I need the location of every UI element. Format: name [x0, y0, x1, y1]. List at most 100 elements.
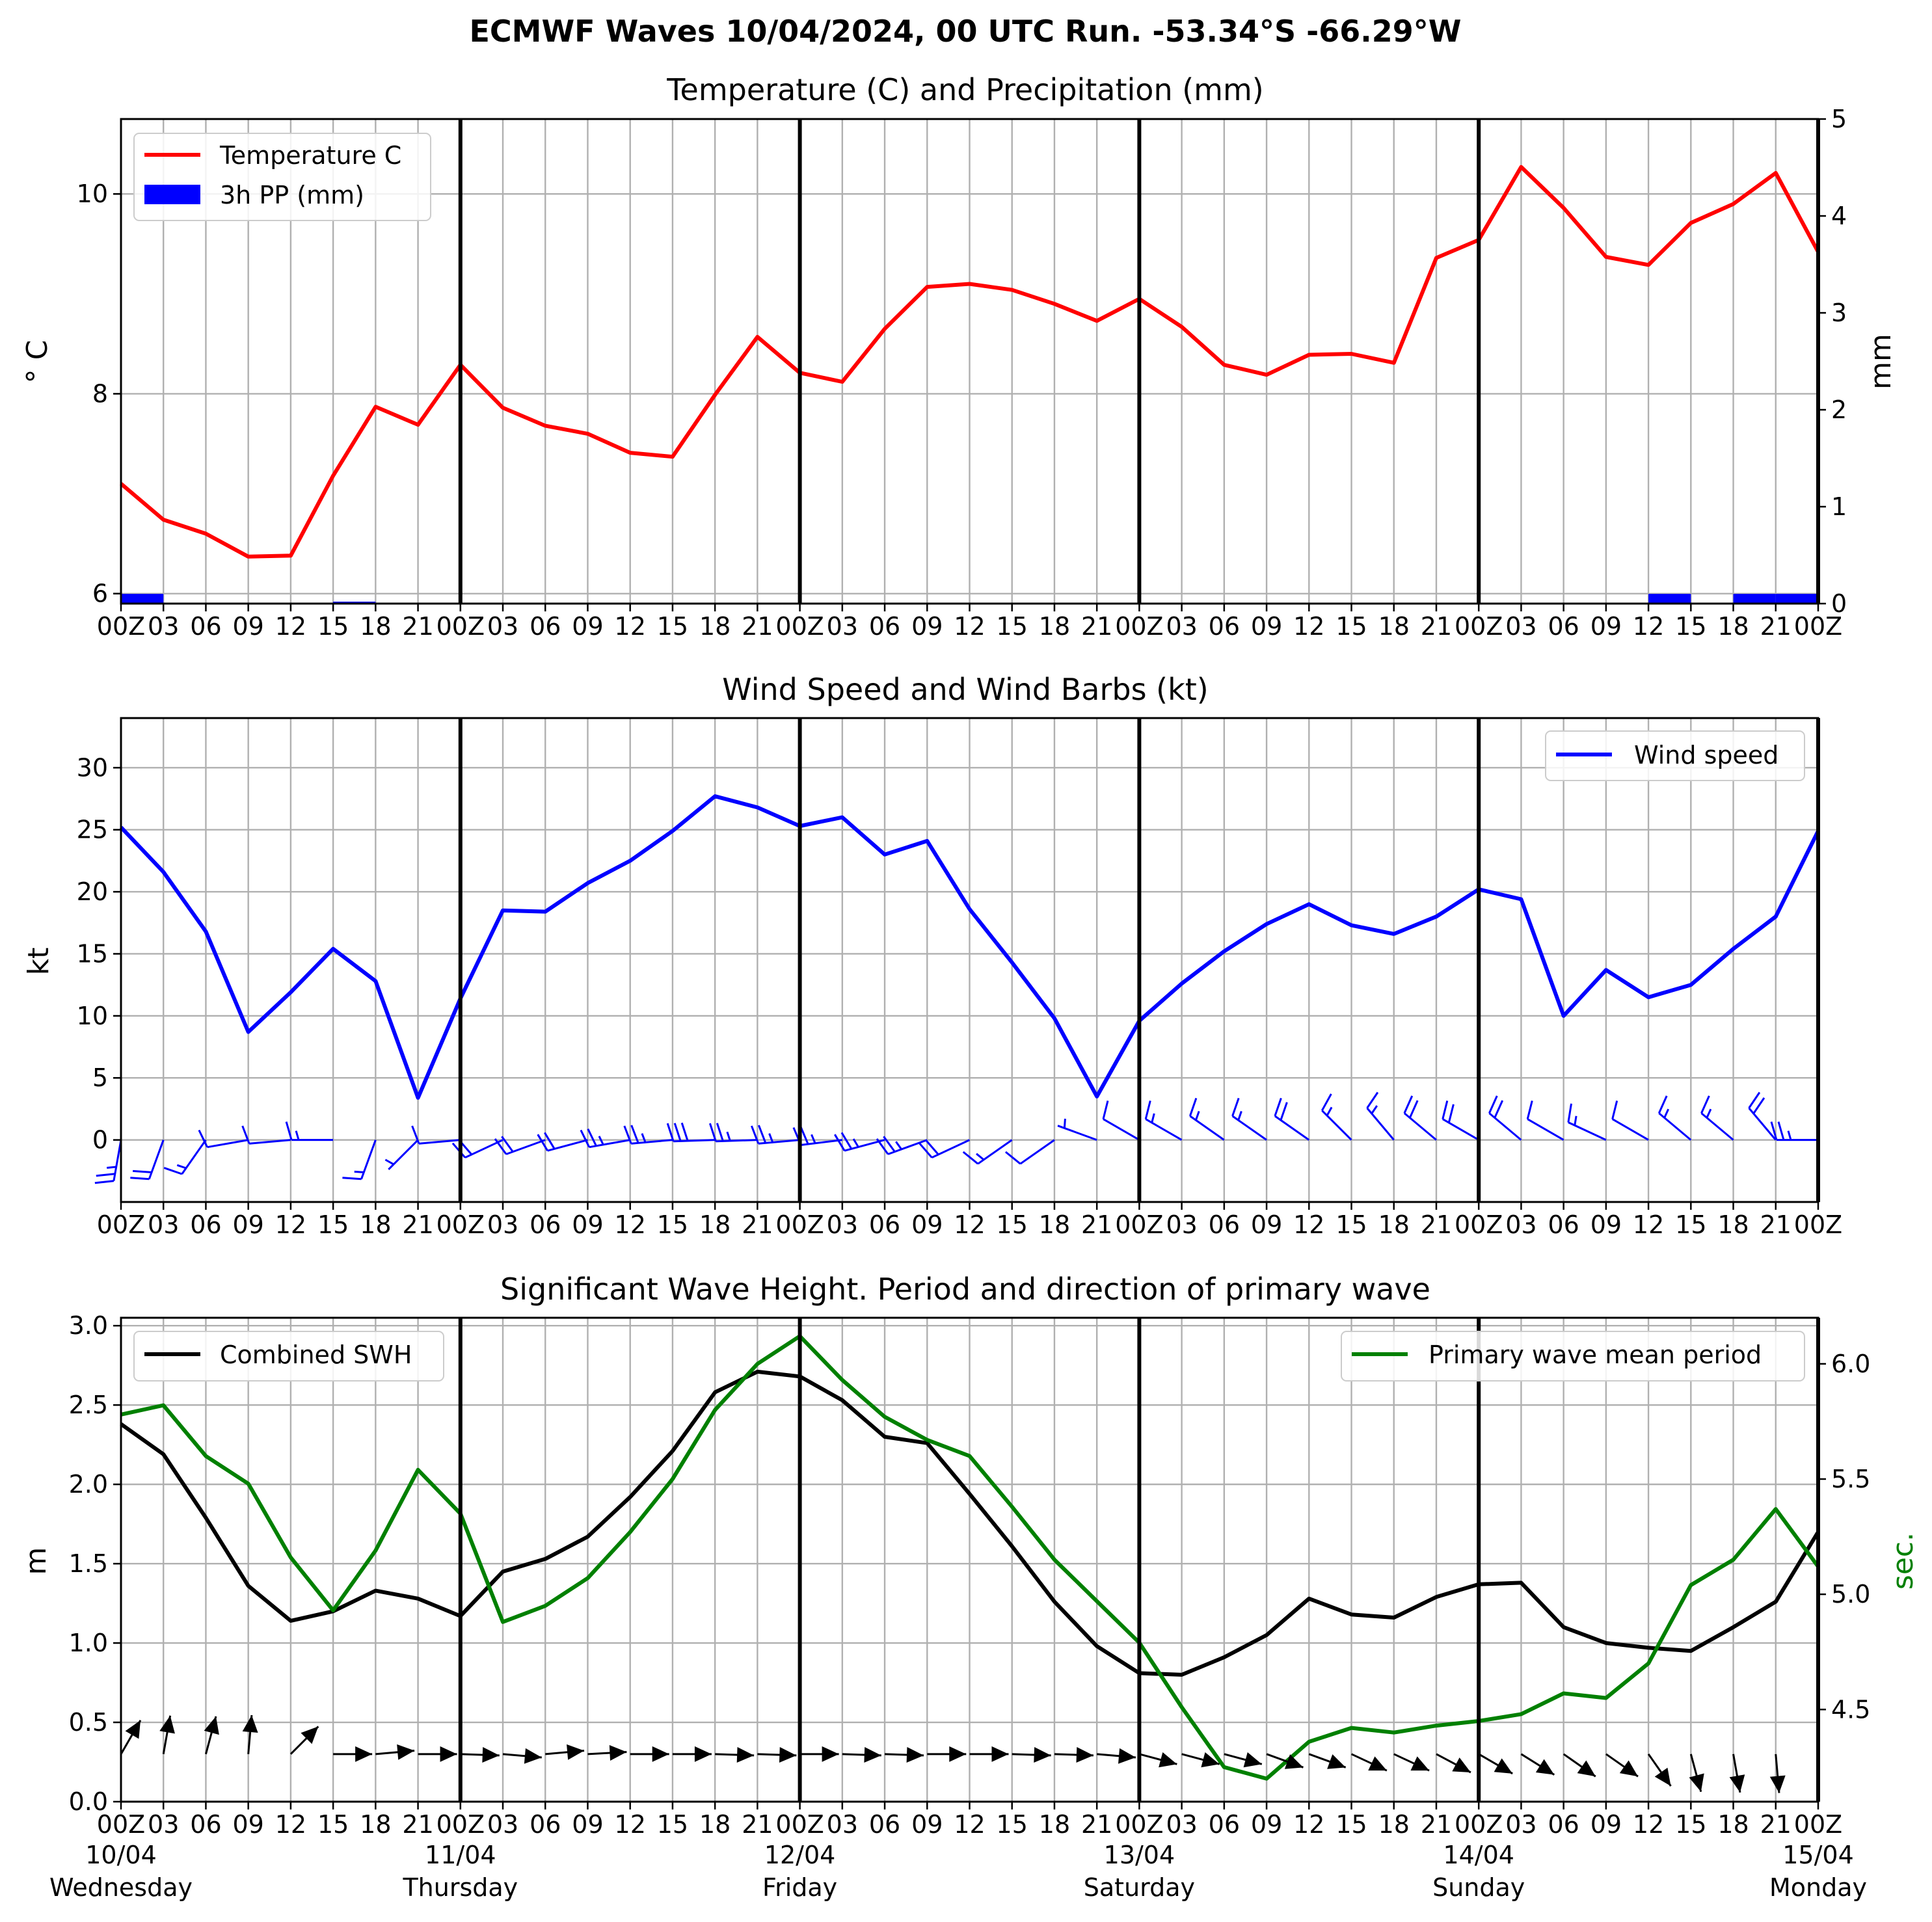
x-tick-label: 00Z — [97, 612, 145, 641]
x-tick-label: 03 — [487, 612, 518, 641]
day-weekday-label: Wednesday — [49, 1873, 193, 1902]
wave-arrow-head — [779, 1747, 797, 1763]
wave-arrow-head — [1327, 1754, 1346, 1769]
x-tick-label: 06 — [530, 1210, 561, 1239]
x-tick-label: 06 — [869, 1210, 900, 1239]
x-tick-label: 18 — [1378, 1810, 1410, 1839]
x-tick-label: 21 — [402, 1810, 433, 1839]
x-tick-label: 03 — [148, 612, 179, 641]
day-weekday-label: Saturday — [1084, 1873, 1195, 1902]
x-tick-label: 21 — [402, 612, 433, 641]
panel3-legend-swh: Combined SWH — [133, 1331, 444, 1381]
x-tick-label: 15 — [997, 1810, 1028, 1839]
x-tick-label: 09 — [1590, 612, 1622, 641]
x-tick-label: 21 — [1760, 1810, 1791, 1839]
x-tick-label: 00Z — [1455, 1210, 1503, 1239]
wind-barb — [792, 1126, 842, 1146]
panel2-legend: Wind speed — [1545, 730, 1805, 781]
wave-arrow-head — [524, 1748, 542, 1764]
y-tick-label: 10 — [77, 1002, 108, 1030]
x-tick-label: 09 — [232, 612, 263, 641]
x-tick-label: 15 — [997, 1210, 1028, 1239]
x-tick-label: 15 — [1675, 1210, 1706, 1239]
day-date-label: 14/04 — [1443, 1841, 1514, 1869]
wind-barb — [1526, 1101, 1564, 1141]
wave-arrow-head — [1689, 1773, 1704, 1792]
x-tick-label: 00Z — [97, 1210, 145, 1239]
day-date-label: 12/04 — [764, 1841, 836, 1869]
x-tick-label: 21 — [1421, 612, 1452, 641]
wind-barb — [241, 1125, 291, 1145]
wave-arrow-head — [609, 1745, 627, 1761]
legend-wind-speed: Wind speed — [1634, 741, 1778, 769]
wave-arrow-head — [991, 1746, 1009, 1762]
y-tick-label: 6 — [92, 580, 108, 608]
x-tick-label: 03 — [1505, 612, 1536, 641]
period-line — [120, 1334, 1820, 1781]
panel3-frame — [120, 1316, 1820, 1803]
x-tick-label: 12 — [1633, 1210, 1664, 1239]
wind-barb — [623, 1125, 673, 1145]
x-tick-label: 18 — [1717, 1210, 1749, 1239]
legend-temperature: Temperature C — [219, 141, 401, 170]
wave-arrow-head — [1729, 1774, 1745, 1793]
x-tick-label: 15 — [1335, 1810, 1367, 1839]
x-tick-label: 00Z — [1794, 1210, 1842, 1239]
x-tick-label: 15 — [317, 1210, 349, 1239]
x-tick-label: 09 — [1590, 1810, 1622, 1839]
x-tick-label: 00Z — [1455, 612, 1503, 641]
day-date-label: 11/04 — [425, 1841, 496, 1869]
x-tick-label: 12 — [615, 612, 646, 641]
x-tick-label: 18 — [1039, 1810, 1070, 1839]
wave-arrow-head — [906, 1747, 924, 1763]
x-tick-label: 00Z — [1115, 1810, 1163, 1839]
x-tick-label: 12 — [1293, 1810, 1324, 1839]
x-tick-label: 00Z — [1455, 1810, 1503, 1839]
wave-arrow-head — [1452, 1757, 1471, 1772]
x-tick-label: 21 — [1760, 612, 1791, 641]
wave-arrow-head — [1201, 1752, 1220, 1768]
x-tick-label: 03 — [1166, 1810, 1197, 1839]
temperature-line — [120, 165, 1820, 559]
wave-arrow-head — [652, 1746, 669, 1762]
wave-arrow-head — [301, 1726, 319, 1744]
y2-tick-label: 0 — [1831, 589, 1847, 618]
wave-arrow-head — [159, 1715, 175, 1734]
x-tick-label: 00Z — [775, 1210, 824, 1239]
x-tick-label: 06 — [1548, 1810, 1579, 1839]
wave-arrow-head — [440, 1746, 457, 1762]
x-tick-label: 06 — [190, 1810, 221, 1839]
y-tick-label: 25 — [77, 816, 108, 844]
x-tick-label: 12 — [1633, 1810, 1664, 1839]
day-weekday-label: Thursday — [402, 1873, 518, 1902]
x-tick-label: 21 — [1081, 1810, 1112, 1839]
wind-barb — [1611, 1101, 1649, 1141]
wave-arrow-head — [1118, 1748, 1136, 1764]
x-tick-label: 03 — [487, 1210, 518, 1239]
x-tick-label: 21 — [742, 1810, 773, 1839]
wave-arrow-head — [242, 1715, 258, 1733]
wave-arrow-head — [1577, 1760, 1596, 1777]
x-tick-label: 15 — [1675, 1810, 1706, 1839]
wind-barb — [198, 1129, 248, 1149]
x-tick-label: 00Z — [775, 612, 824, 641]
x-tick-label: 15 — [1335, 612, 1367, 641]
wind-barb — [1488, 1095, 1522, 1141]
wind-barb — [1748, 1091, 1777, 1141]
wind-barb — [1403, 1095, 1437, 1141]
wind-barb — [1770, 1121, 1818, 1141]
panel3-title: Significant Wave Height. Period and dire… — [500, 1272, 1430, 1307]
y-tick-label: 15 — [77, 939, 108, 968]
panel2-ylabel: kt — [22, 948, 55, 976]
x-tick-label: 18 — [360, 1210, 391, 1239]
x-tick-label: 12 — [615, 1810, 646, 1839]
precip-bar — [1775, 594, 1818, 604]
wind-barb — [1057, 1118, 1097, 1141]
x-tick-label: 18 — [699, 1810, 731, 1839]
y2-tick-label: 3 — [1831, 299, 1847, 327]
x-tick-label: 03 — [827, 612, 858, 641]
x-tick-label: 18 — [699, 1210, 731, 1239]
x-tick-label: 12 — [275, 1210, 306, 1239]
